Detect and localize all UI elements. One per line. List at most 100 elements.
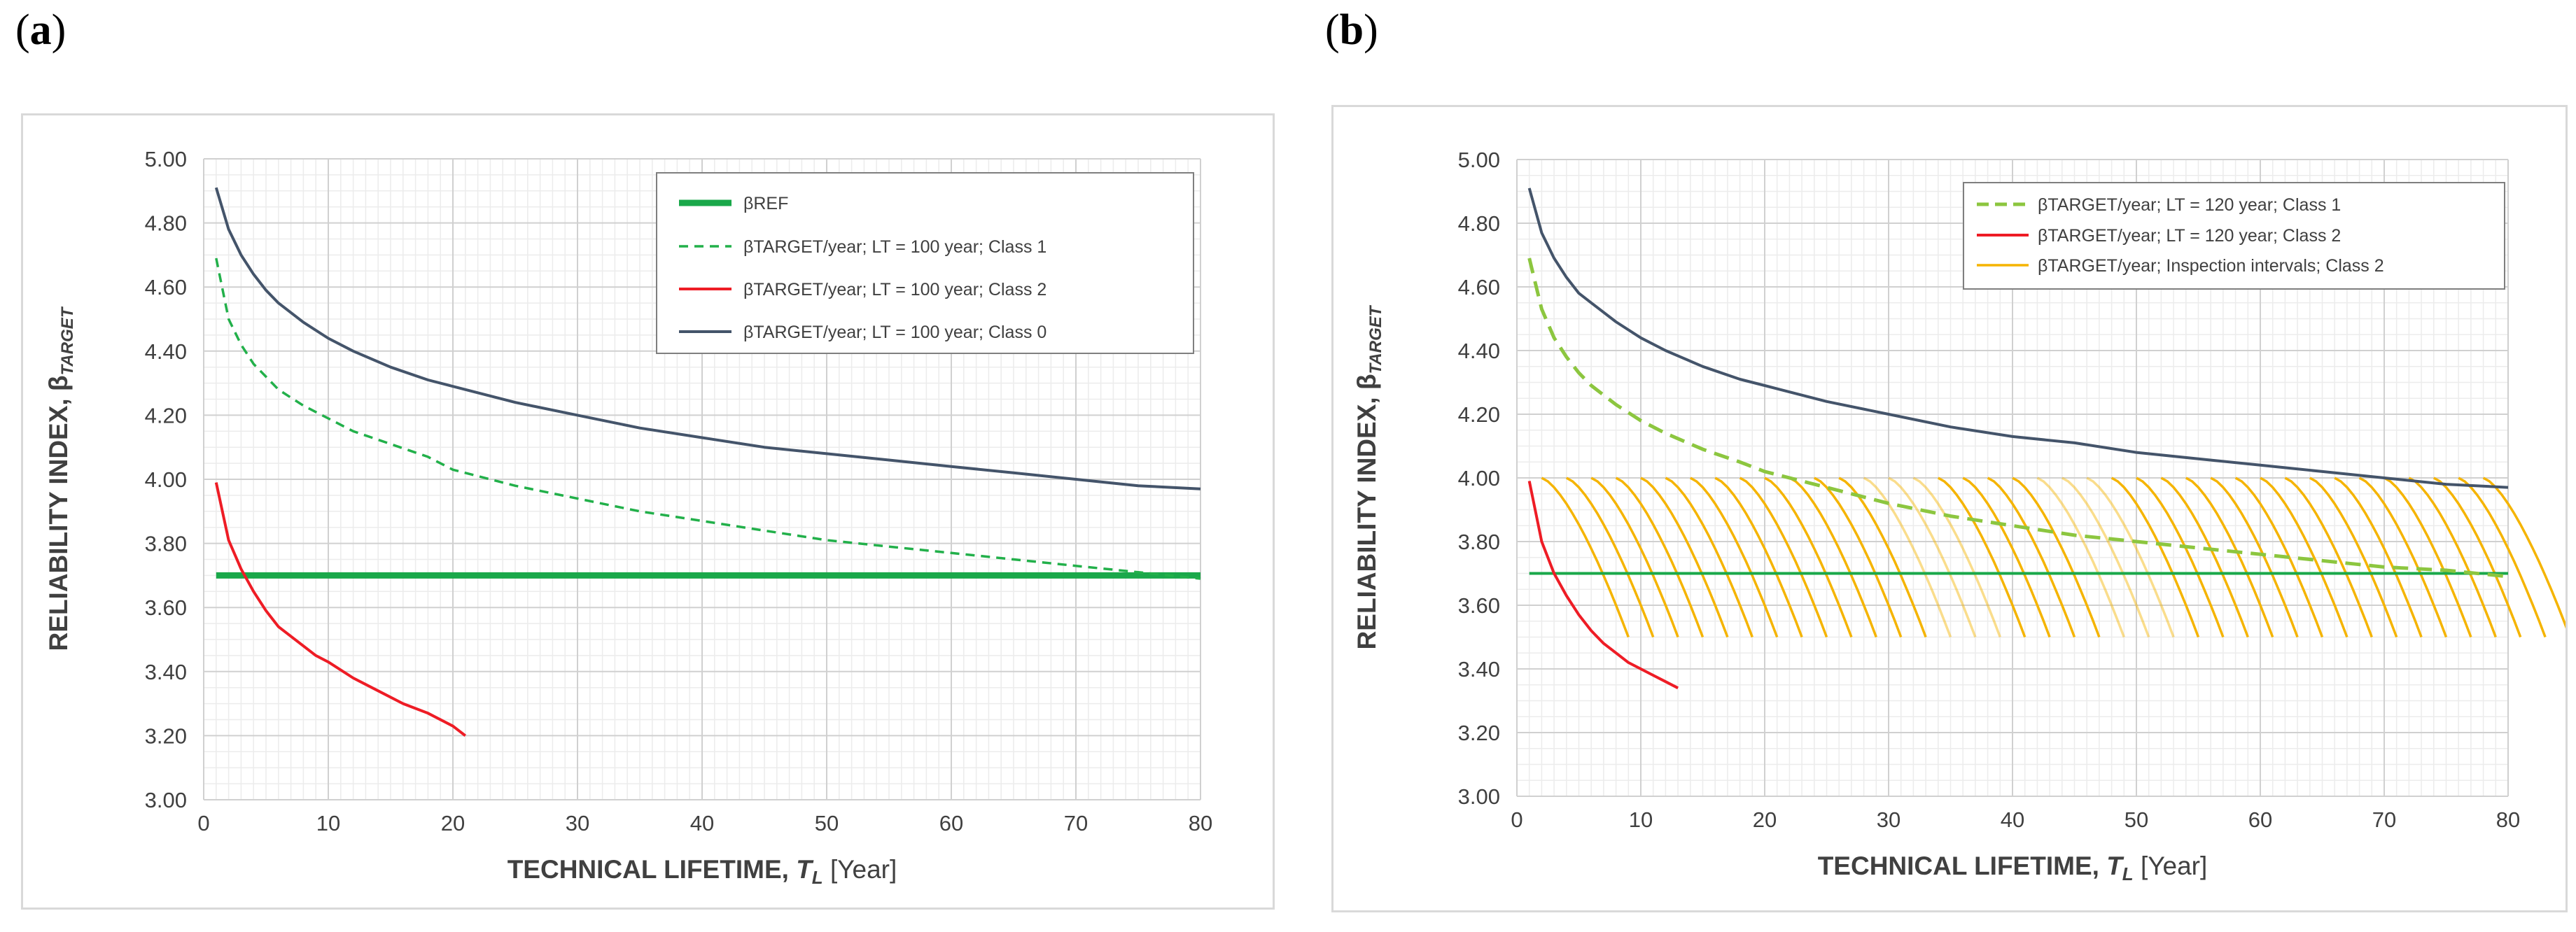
y-tick-label: 3.40 [145,660,187,684]
inspection-interval-curve [2458,476,2547,638]
x-tick-label: 50 [2124,807,2148,832]
y-axis-title: RELIABILITY INDEX, βTARGET [1352,304,1385,649]
inspection-interval-curve [2234,476,2324,638]
inspection-interval-curve [2482,476,2566,629]
panel-label-b: (b) [1325,6,1378,54]
inspection-interval-curve [2284,476,2373,638]
chart-a-svg: 0 10 20 30 40 50 60 70 80 3.00 3.20 3.40 3.60 3.80 4.0… [44,147,1212,888]
x-axis-title: TECHNICAL LIFETIME, TL [Year] [1818,852,2208,884]
inspection-interval-curve [1788,476,1877,638]
inspection-interval-curve [2036,476,2125,638]
inspection-interval-curve [1888,476,1977,638]
x-tick-label: 10 [316,811,340,835]
y-tick-label: 4.20 [1458,402,1500,427]
x-tick-label: 20 [441,811,465,835]
series-line-navy [214,187,1201,490]
y-tick-label: 3.00 [1458,784,1500,809]
y-axis-title: RELIABILITY INDEX, βTARGET [44,306,77,651]
y-tick-label: 4.20 [145,403,187,428]
inspection-interval-curve [2110,476,2200,638]
x-tick-label: 80 [2496,807,2520,832]
x-tick-label: 80 [1189,811,1212,835]
series-line-dash [215,257,1201,580]
inspection-interval-curve [2432,476,2522,638]
legend-label: βTARGET/year; LT = 100 year; Class 1 [743,237,1046,257]
legend: βREF βTARGET/year; LT = 100 year; Class 1… [656,172,1194,354]
y-tick-label: 4.60 [145,275,187,299]
y-tick-label: 3.60 [145,595,187,620]
series-line-red [214,482,467,737]
inspection-interval-curve [1813,476,1903,638]
y-tick-label: 3.20 [1458,721,1500,745]
inspection-interval-curve [1962,476,2051,638]
y-tick-label: 3.60 [1458,593,1500,618]
inspection-interval-curve [1590,476,1679,638]
y-tick-label: 3.40 [1458,657,1500,682]
inspection-interval-curve [2210,476,2299,638]
inspection-interval-curve [2160,476,2249,638]
legend-box [656,172,1194,354]
series-line-red [1527,481,1679,690]
y-tick-label: 4.80 [1458,211,1500,236]
inspection-interval-curve [2185,476,2274,638]
y-tick-label: 4.40 [1458,339,1500,363]
inspection-interval-curve [2358,476,2448,638]
inspection-interval-curve [1640,476,1729,638]
inspection-intervals [1541,476,2566,638]
y-tick-label: 3.00 [145,788,187,812]
panel-label-a: (a) [15,6,66,54]
inspection-interval-curve [1689,476,1779,638]
inspection-interval-curve [2408,476,2497,638]
x-tick-label: 60 [939,811,963,835]
chart-b-svg: 0 10 20 30 40 50 60 70 80 3.00 3.20 3.40 3.60 3.80 4.0… [1352,148,2566,884]
x-tick-label: 0 [1511,807,1522,832]
series-line-navy [1527,188,2509,489]
inspection-interval-curve [1912,476,2001,638]
inspection-interval-curve [1541,476,1630,638]
inspection-interval-curve [2061,476,2150,638]
x-tick-label: 10 [1629,807,1653,832]
x-tick-label: 70 [1064,811,1088,835]
inspection-interval-curve [1987,476,2076,638]
y-tick-label: 4.80 [145,211,187,236]
y-tick-label: 4.40 [145,339,187,364]
inspection-interval-curve [2012,476,2101,638]
x-tick-label: 70 [2372,807,2396,832]
x-tick-label: 50 [815,811,839,835]
x-tick-label: 0 [197,811,209,835]
x-tick-label: 40 [2001,807,2024,832]
series-line-dash_b [1527,257,2509,579]
legend-label: βTARGET/year; LT = 100 year; Class 0 [743,323,1046,342]
legend: βTARGET/year; LT = 120 year; Class 1 βTAR… [1963,182,2505,290]
x-tick-label: 40 [690,811,714,835]
inspection-interval-curve [1937,476,2026,638]
legend-label: βREF [743,194,788,213]
legend-label: βTARGET/year; LT = 120 year; Class 2 [2038,226,2341,246]
y-tick-label: 4.60 [1458,275,1500,299]
inspection-interval-curve [1739,476,1828,638]
inspection-interval-curve [1615,476,1704,638]
legend-label: βTARGET/year; LT = 120 year; Class 1 [2038,195,2341,215]
inspection-interval-curve [1665,476,1754,638]
inspection-interval-curve [2086,476,2175,638]
y-tick-label: 3.80 [1458,530,1500,554]
y-tick-label: 4.00 [1458,466,1500,490]
x-tick-label: 20 [1753,807,1777,832]
legend-box [1963,182,2505,290]
inspection-interval-curve [2260,476,2348,638]
chart-a: 0 10 20 30 40 50 60 70 80 3.00 3.20 3.40 3.60 3.80 4.0… [21,113,1275,910]
chart-b: 0 10 20 30 40 50 60 70 80 3.00 3.20 3.40 3.60 3.80 4.0… [1331,105,2568,912]
x-tick-label: 60 [2248,807,2272,832]
inspection-interval-curve [1863,476,1952,638]
x-tick-label: 30 [566,811,589,835]
inspection-interval-curve [1838,476,1927,638]
x-tick-label: 30 [1877,807,1900,832]
y-tick-label: 5.00 [145,147,187,171]
inspection-interval-curve [2309,476,2398,638]
y-tick-label: 5.00 [1458,148,1500,172]
inspection-interval-curve [2136,476,2225,638]
legend-label: βTARGET/year; Inspection intervals; Clas… [2038,256,2384,276]
y-tick-label: 4.00 [145,467,187,492]
inspection-interval-curve [1565,476,1655,638]
y-tick-label: 3.80 [145,532,187,556]
